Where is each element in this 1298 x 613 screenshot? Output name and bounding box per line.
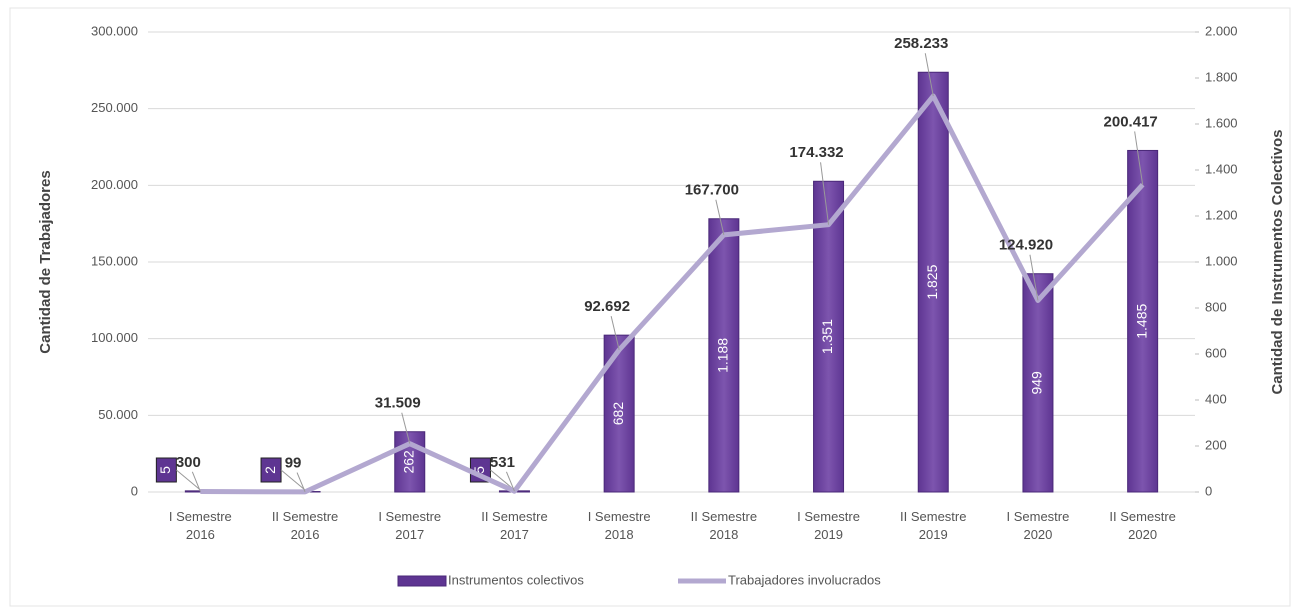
leader-line xyxy=(176,469,201,491)
leader-line xyxy=(820,162,830,225)
y-tick-label: 300.000 xyxy=(91,23,138,38)
line-value-label: 167.700 xyxy=(685,182,739,199)
y2-tick-label: 1.800 xyxy=(1205,69,1238,84)
bar-value-label: 262 xyxy=(400,450,416,474)
bar-value-label: 949 xyxy=(1029,371,1045,395)
bar-value-label: 1.485 xyxy=(1133,304,1149,339)
line-value-label: 92.692 xyxy=(584,298,630,315)
line-value-label: 174.332 xyxy=(789,144,843,161)
y2-tick-label: 200 xyxy=(1205,437,1227,452)
bar-value-label: 5 xyxy=(157,466,173,474)
line-value-label: 531 xyxy=(490,454,515,471)
y2-tick-label: 800 xyxy=(1205,299,1227,314)
leader-line xyxy=(715,199,725,235)
frame xyxy=(9,7,1291,607)
x-tick-label: I Semestre 2019 xyxy=(797,509,860,542)
legend-label: Trabajadores involucrados xyxy=(728,572,881,587)
bar xyxy=(1127,149,1159,493)
y-axis-title: Cantidad de Trabajadores xyxy=(37,170,54,353)
line-value-label: 300 xyxy=(176,454,201,471)
legend-label: Instrumentos colectivos xyxy=(448,572,584,587)
y2-tick-label: 1.200 xyxy=(1205,207,1238,222)
y2-tick-label: 1.400 xyxy=(1205,161,1238,176)
leader-line xyxy=(505,471,515,492)
bar xyxy=(708,218,740,493)
x-tick-label: II Semestre 2019 xyxy=(900,509,967,542)
x-tick-label: II Semestre 2018 xyxy=(690,509,758,542)
leader-line xyxy=(191,471,201,492)
line-value-label: 258.233 xyxy=(894,35,948,52)
y2-axis-title: Cantidad de Instrumentos Colectivos xyxy=(1269,129,1286,394)
legend-swatch xyxy=(397,575,447,587)
bar-value-label: 2 xyxy=(262,466,278,474)
x-tick-label: II Semestre 2017 xyxy=(481,509,548,542)
x-tick-label: I Semestre 2020 xyxy=(1006,509,1070,542)
bar-value-label: 1.351 xyxy=(819,319,835,354)
leader-line xyxy=(610,316,620,350)
y-tick-label: 150.000 xyxy=(91,253,138,268)
leader-line xyxy=(280,469,306,491)
x-tick-label: I Semestre 2017 xyxy=(378,509,442,542)
bar-value-label: 1.188 xyxy=(715,338,731,373)
y-tick-label: 250.000 xyxy=(91,100,138,115)
y2-tick-label: 400 xyxy=(1205,391,1227,406)
y2-tick-label: 0 xyxy=(1205,483,1212,498)
bar xyxy=(1022,273,1054,493)
leader-line xyxy=(1134,131,1144,185)
y2-tick-label: 1.600 xyxy=(1205,115,1238,130)
leader-line xyxy=(924,53,934,97)
y-tick-label: 50.000 xyxy=(98,407,138,422)
leader-line xyxy=(1029,254,1039,301)
bar-value-label: 682 xyxy=(610,402,626,426)
x-tick-label: II Semestre 2020 xyxy=(1109,509,1176,542)
line-value-label: 200.417 xyxy=(1104,113,1158,130)
line-value-label: 31.509 xyxy=(375,395,421,412)
x-tick-label: I Semestre 2018 xyxy=(587,509,651,542)
y2-tick-label: 600 xyxy=(1205,345,1227,360)
line-value-label: 99 xyxy=(285,455,302,472)
bar-value-label: 1.825 xyxy=(924,264,940,299)
x-tick-label: I Semestre 2016 xyxy=(168,509,232,542)
leader-line xyxy=(296,472,306,493)
bar xyxy=(917,71,949,493)
y-tick-label: 0 xyxy=(131,483,138,498)
y2-tick-label: 2.000 xyxy=(1205,23,1238,38)
leader-line xyxy=(401,412,411,444)
line-value-label: 124.920 xyxy=(999,237,1053,254)
y2-tick-label: 1.000 xyxy=(1205,253,1238,268)
y-tick-label: 100.000 xyxy=(91,330,138,345)
x-tick-label: II Semestre 2016 xyxy=(271,509,339,542)
y-tick-label: 200.000 xyxy=(91,177,138,192)
line xyxy=(200,93,1145,495)
bar-value-label: 5 xyxy=(471,466,487,474)
bar xyxy=(813,180,845,493)
